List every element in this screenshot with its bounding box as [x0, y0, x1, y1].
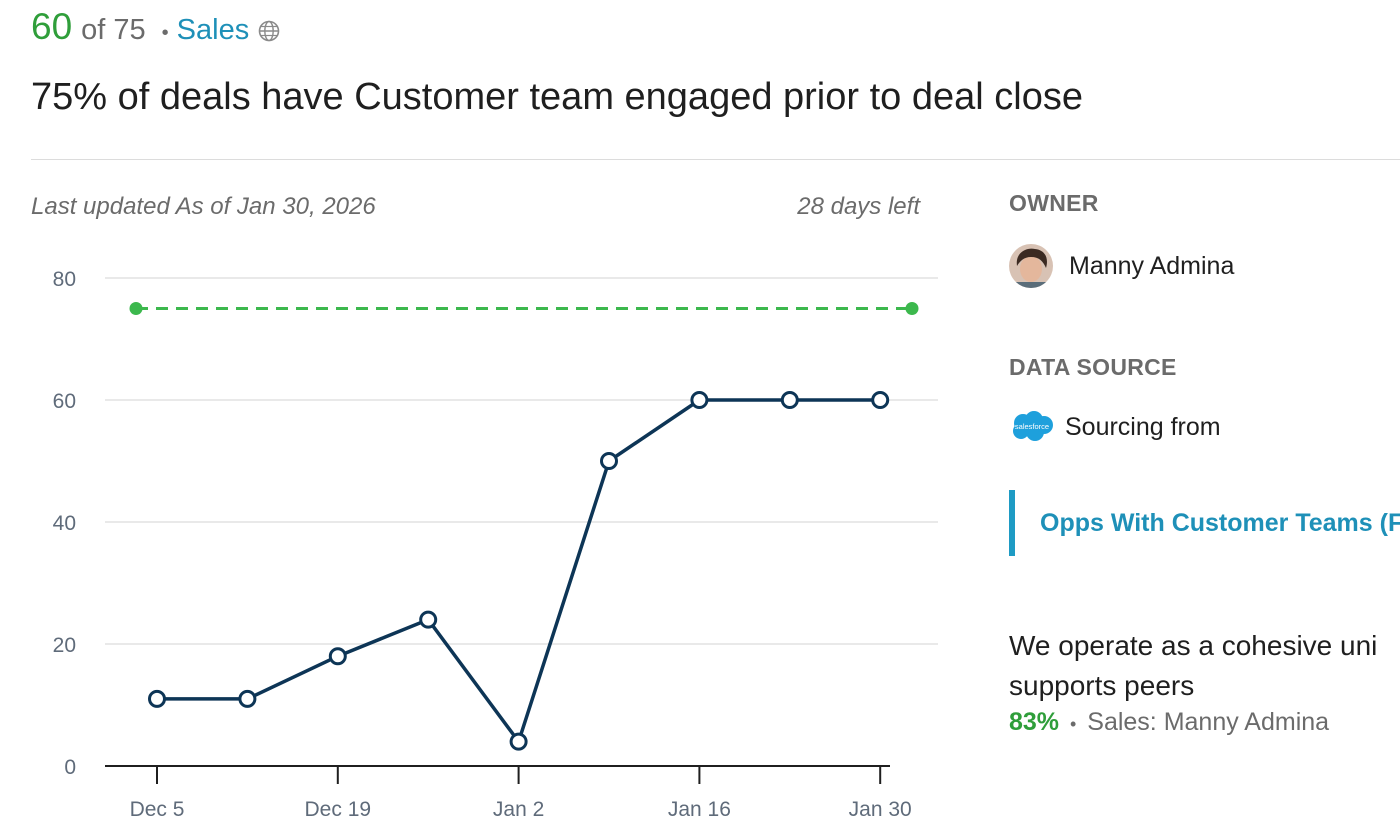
- parent-goal-owner: Sales: Manny Admina: [1087, 708, 1330, 736]
- divider: [31, 159, 1400, 160]
- x-tick-label: Dec 5: [130, 798, 185, 821]
- x-tick-label: Dec 19: [305, 798, 372, 821]
- avatar[interactable]: [1009, 244, 1053, 288]
- team-link[interactable]: Sales: [176, 14, 250, 46]
- data-point: [148, 689, 166, 708]
- data-point: [780, 391, 799, 409]
- goal-header: 60 of 75 • Sales: [31, 6, 280, 48]
- goal-title: 75% of deals have Customer team engaged …: [31, 76, 1083, 118]
- current-value: 60: [31, 6, 73, 47]
- progress-chart: 0 20 40 60 80 Dec 5 Dec 19 Jan 2 Jan 16 Jan 30: [53, 268, 938, 821]
- target-start-point: [129, 302, 143, 315]
- owner-label: OWNER: [1009, 190, 1099, 216]
- report-link-label[interactable]: Opps With Customer Teams (F: [1040, 508, 1400, 537]
- globe-icon: [258, 20, 280, 47]
- series-line: [157, 398, 881, 744]
- parent-goal-line-2[interactable]: supports peers: [1009, 670, 1195, 701]
- parent-goal-title[interactable]: We operate as a cohesive uni supports pe…: [1009, 626, 1400, 706]
- data-point: [419, 610, 438, 629]
- data-point: [871, 391, 890, 409]
- target-value: of 75: [81, 14, 146, 46]
- owner-row[interactable]: Manny Admina: [1009, 244, 1234, 288]
- x-tick-label: Jan 16: [668, 798, 731, 821]
- x-tick-label: Jan 30: [849, 798, 912, 821]
- data-source-label: DATA SOURCE: [1009, 354, 1177, 380]
- source-text: Sourcing from: [1065, 412, 1221, 441]
- parent-goal-separator: •: [1070, 714, 1077, 734]
- y-tick-label: 40: [53, 512, 76, 535]
- data-point: [600, 452, 618, 470]
- data-point: [690, 391, 709, 409]
- data-point: [509, 732, 528, 751]
- y-tick-label: 20: [53, 634, 76, 657]
- separator-dot: •: [161, 22, 169, 44]
- data-point: [328, 647, 347, 666]
- parent-goal-percent: 83%: [1009, 708, 1060, 736]
- target-end-point: [905, 302, 919, 315]
- y-tick-label: 80: [53, 268, 76, 291]
- last-updated: Last updated As of Jan 30, 2026: [31, 193, 376, 220]
- source-row: salesforce Sourcing from: [1009, 410, 1221, 444]
- days-left: 28 days left: [797, 193, 920, 220]
- parent-goal-line-1[interactable]: We operate as a cohesive uni: [1009, 630, 1378, 661]
- parent-goal-meta: 83% • Sales: Manny Admina: [1009, 708, 1329, 737]
- y-tick-label: 0: [64, 756, 76, 779]
- x-tick-label: Jan 2: [493, 798, 544, 821]
- data-point: [238, 689, 257, 708]
- y-tick-label: 60: [53, 390, 76, 413]
- owner-name[interactable]: Manny Admina: [1069, 251, 1235, 280]
- report-link[interactable]: Opps With Customer Teams (F: [1009, 490, 1400, 556]
- salesforce-logo-icon: salesforce: [1013, 411, 1053, 441]
- svg-text:salesforce: salesforce: [1015, 422, 1049, 431]
